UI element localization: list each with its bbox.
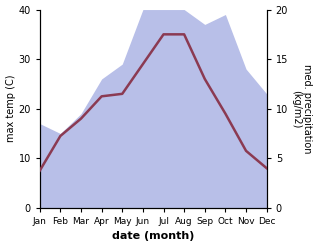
X-axis label: date (month): date (month) <box>112 231 194 242</box>
Y-axis label: med. precipitation
(kg/m2): med. precipitation (kg/m2) <box>291 64 313 153</box>
Y-axis label: max temp (C): max temp (C) <box>5 75 16 143</box>
